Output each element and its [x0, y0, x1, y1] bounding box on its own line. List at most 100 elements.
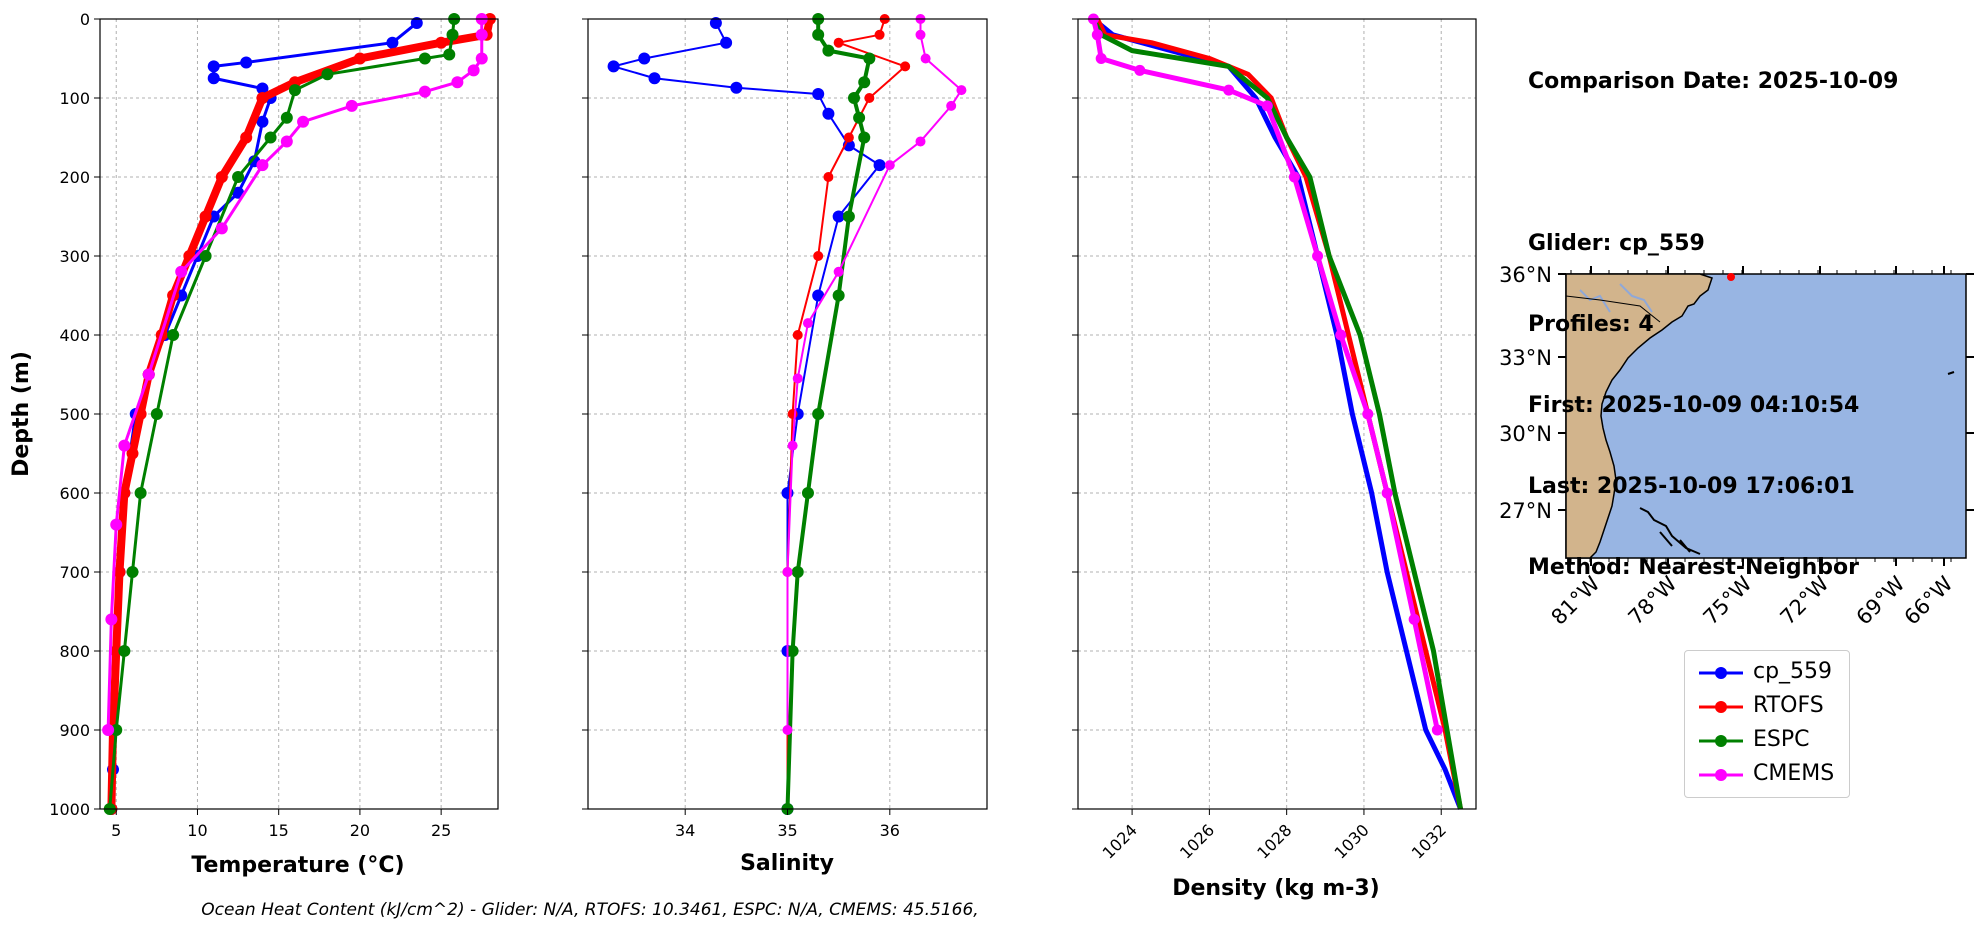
y-tick-label: 900 [59, 721, 90, 740]
data-point-cmems [920, 53, 931, 64]
map-state-border [1565, 295, 1661, 323]
data-point-rtofs [215, 171, 228, 183]
data-point-cmems [1408, 613, 1420, 625]
data-point-espc [812, 408, 825, 420]
data-point-cp_559 [638, 52, 651, 65]
data-point-cp_559 [256, 115, 269, 128]
data-point-rtofs [435, 36, 448, 49]
data-point-cp_559 [386, 36, 399, 49]
legend-swatch-cmems [1699, 769, 1743, 781]
blank-line [1528, 149, 1898, 176]
data-point-espc [264, 131, 277, 144]
series-line-espc [1091, 17, 1464, 810]
map-lat-label: 33°N [1499, 346, 1552, 370]
data-point-rtofs [813, 251, 824, 261]
legend-label-cp559: cp_559 [1753, 659, 1833, 684]
data-point-espc [288, 84, 301, 97]
data-point-cmems [1261, 100, 1273, 112]
data-point-cmems [1091, 29, 1103, 41]
map-land-east-coast [1565, 273, 1713, 559]
legend-item-espc: ESPC [1693, 725, 1843, 755]
x-tick-label: 1024 [1099, 820, 1141, 862]
data-point-espc [842, 210, 855, 223]
salinity-axis-label: Salinity [740, 851, 834, 876]
data-point-cmems [833, 266, 844, 277]
data-point-rtofs [843, 132, 854, 143]
data-point-espc [858, 76, 871, 89]
data-point-cmems [1335, 329, 1347, 341]
temperature-axis-label: Temperature (°C) [191, 853, 404, 878]
x-tick-label: 1028 [1253, 820, 1295, 862]
data-point-cmems [956, 85, 967, 96]
data-point-cmems [451, 76, 464, 89]
data-point-rtofs [900, 61, 911, 72]
data-point-rtofs [353, 52, 366, 65]
data-point-espc [812, 28, 825, 41]
legend-label-rtofs: RTOFS [1753, 693, 1824, 718]
data-point-cmems [105, 613, 118, 626]
map-river-2 [1619, 283, 1653, 313]
x-tick-label: 20 [350, 821, 370, 840]
data-point-rtofs [118, 487, 131, 499]
data-point-cmems [256, 159, 269, 172]
legend-label-espc: ESPC [1753, 727, 1810, 752]
data-point-rtofs [874, 29, 885, 40]
data-point-espc [446, 28, 459, 41]
map-bahamas [1659, 531, 1691, 553]
method: Method: Nearest-Neighbor [1528, 555, 1859, 580]
data-point-espc [443, 48, 456, 61]
y-tick-label: 800 [59, 642, 90, 661]
data-point-cmems [915, 136, 926, 147]
data-point-cp_559 [832, 210, 845, 223]
x-tick-label: 1030 [1331, 820, 1373, 862]
y-tick-label: 0 [80, 10, 90, 29]
x-tick-label: 5 [111, 821, 121, 840]
x-tick-label: 35 [777, 821, 797, 840]
x-tick-label: 1032 [1408, 820, 1450, 862]
y-tick-label: 200 [59, 168, 90, 187]
data-point-cp_559 [256, 82, 269, 95]
map-lat-label: 36°N [1499, 263, 1552, 287]
legend-swatch-espc [1699, 735, 1743, 747]
x-tick-label: 34 [675, 821, 695, 840]
data-point-cp_559 [822, 107, 835, 120]
data-point-cmems [215, 222, 228, 235]
data-point-espc [134, 487, 147, 499]
data-point-cp_559 [607, 60, 620, 73]
temperature-panel: 0 100 200 300 400 500 600 700 800 900 1000 5 10 15 20 2… [49, 10, 499, 840]
data-point-espc [822, 44, 835, 57]
series-line-rtofs [786, 18, 907, 809]
density-axis-label: Density (kg m-3) [1172, 876, 1380, 901]
data-point-cp_559 [410, 16, 423, 29]
data-point-cmems [297, 115, 310, 128]
legend-item-cmems: CMEMS [1693, 759, 1843, 789]
data-point-rtofs [864, 93, 875, 103]
series-line-cmems [786, 19, 963, 730]
data-point-cmems [475, 52, 488, 65]
data-point-espc [832, 289, 845, 302]
data-point-cp_559 [812, 289, 825, 302]
map-bermuda [1947, 371, 1955, 375]
comparison-date: Comparison Date: 2025-10-09 [1528, 69, 1899, 94]
location-map: 36°N33°N30°N27°N81°W 78°W 75°W 72°W 69°W66°W [1499, 263, 1974, 630]
map-lat-label: 30°N [1499, 422, 1552, 446]
data-point-espc [232, 171, 245, 183]
data-point-rtofs [113, 566, 126, 578]
data-point-cmems [946, 100, 957, 111]
y-tick-label: 300 [59, 247, 90, 266]
data-point-rtofs [792, 330, 803, 340]
data-point-cmems [884, 160, 895, 171]
x-tick-label: 15 [269, 821, 289, 840]
data-point-cmems [418, 85, 431, 98]
data-point-rtofs [823, 172, 834, 182]
data-point-espc [858, 131, 871, 144]
series-line-cp_559 [612, 22, 881, 809]
x-tick-label: 10 [187, 821, 207, 840]
data-point-espc [801, 487, 814, 499]
x-tick-label: 25 [431, 821, 451, 840]
data-point-cp_559 [648, 72, 661, 85]
y-tick-label: 100 [59, 89, 90, 108]
density-panel: 1024 1026 1028 1030 1032 [1072, 13, 1477, 863]
data-point-cmems [475, 28, 488, 41]
